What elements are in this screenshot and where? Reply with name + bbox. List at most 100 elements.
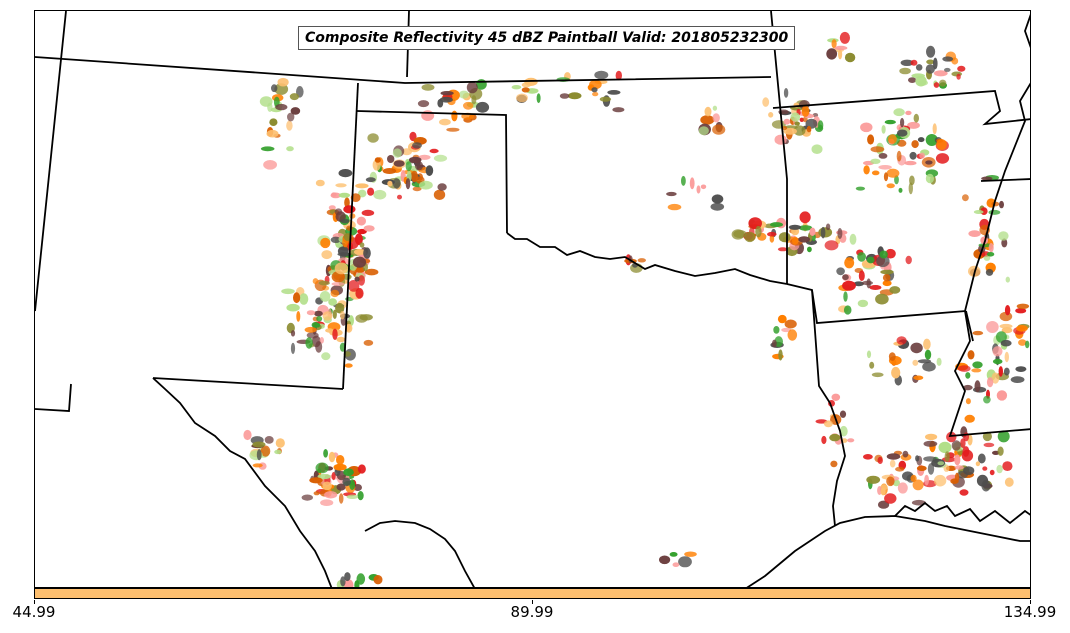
paintball-cell xyxy=(855,186,866,191)
paintball-cell xyxy=(799,117,804,123)
paintball-cell xyxy=(328,298,337,306)
coastline-gulf xyxy=(364,520,475,587)
paintball-cell xyxy=(888,352,896,361)
paintball-cell xyxy=(896,336,907,345)
paintball-cell xyxy=(684,551,697,557)
paintball-cell xyxy=(301,494,313,501)
paintball-cell xyxy=(252,441,266,448)
paintball-cell xyxy=(794,121,800,126)
paintball-cell xyxy=(367,187,375,196)
paintball-cell xyxy=(711,194,724,204)
paintball-cell xyxy=(788,224,802,230)
paintball-cell xyxy=(882,280,892,287)
paintball-cell xyxy=(932,123,937,135)
paintball-cell xyxy=(405,161,412,172)
paintball-cell xyxy=(281,288,295,295)
paintball-cell xyxy=(354,580,360,587)
paintball-cell xyxy=(983,395,991,404)
paintball-cell xyxy=(963,466,975,475)
paintball-cell xyxy=(321,352,331,361)
map-canvas xyxy=(35,11,1030,587)
paintball-cell xyxy=(885,248,896,259)
paintball-cell xyxy=(829,433,841,442)
paintball-cell xyxy=(1016,325,1028,332)
paintball-cell xyxy=(954,454,961,466)
boundary-mo-ar xyxy=(772,90,1030,126)
paintball-cell xyxy=(374,157,381,163)
paintball-cell xyxy=(959,489,969,496)
paintball-cell xyxy=(820,226,826,239)
paintball-cell xyxy=(843,305,852,315)
paintball-cell xyxy=(392,148,402,158)
paintball-cell xyxy=(305,337,313,349)
paintball-cell xyxy=(521,87,530,93)
paintball-cell xyxy=(866,256,875,264)
paintball-cell xyxy=(358,275,365,286)
paintball-cell xyxy=(393,160,405,167)
paintball-cell xyxy=(878,500,890,509)
paintball-cell xyxy=(778,232,791,243)
paintball-cell xyxy=(363,339,374,346)
paintball-cell xyxy=(877,486,882,495)
colorbar-tick-max xyxy=(1030,600,1031,604)
paintball-cell xyxy=(866,475,881,484)
paintball-cell xyxy=(1005,276,1010,283)
paintball-layer xyxy=(243,31,1030,587)
paintball-cell xyxy=(290,107,301,115)
boundary-ok-tx-red-river xyxy=(506,232,788,285)
paintball-cell xyxy=(913,375,924,381)
paintball-cell xyxy=(681,175,686,186)
paintball-cell xyxy=(908,182,913,195)
paintball-cell xyxy=(256,449,262,461)
paintball-cell xyxy=(607,90,621,95)
paintball-cell xyxy=(1004,477,1014,487)
paintball-cell xyxy=(337,252,352,257)
paintball-cell xyxy=(916,465,927,471)
paintball-cell xyxy=(927,463,935,475)
paintball-cell xyxy=(879,250,888,259)
paintball-cell xyxy=(296,311,301,322)
paintball-cell xyxy=(475,101,490,113)
map-frame[interactable]: Composite Reflectivity 45 dBZ Paintball … xyxy=(34,10,1031,588)
paintball-cell xyxy=(696,185,701,194)
paintball-cell xyxy=(328,205,336,211)
paintball-cell xyxy=(956,73,961,80)
boundary-ar-west xyxy=(770,11,788,284)
paintball-cell xyxy=(911,140,919,149)
paintball-cell xyxy=(594,70,609,80)
paintball-cell xyxy=(1001,238,1008,248)
paintball-cell xyxy=(367,133,379,143)
paintball-cell xyxy=(352,256,367,268)
paintball-cell xyxy=(837,228,843,239)
paintball-cell xyxy=(977,453,986,464)
coastline-texas xyxy=(746,515,1030,587)
paintball-cell xyxy=(334,469,341,477)
paintball-cell xyxy=(915,75,927,87)
paintball-cell xyxy=(883,172,889,182)
paintball-cell xyxy=(830,460,838,468)
paintball-cell xyxy=(972,330,984,336)
paintball-cell xyxy=(999,323,1013,329)
paintball-cell xyxy=(886,168,900,178)
colorbar-tick-mid xyxy=(532,600,533,604)
paintball-cell xyxy=(974,380,981,393)
paintball-cell xyxy=(889,459,896,468)
paintball-cell xyxy=(311,322,320,328)
paintball-cell xyxy=(972,361,983,369)
paintball-cell xyxy=(923,456,937,462)
paintball-cell xyxy=(876,255,890,268)
paintball-cell xyxy=(933,70,948,77)
paintball-cell xyxy=(933,474,947,487)
paintball-cell xyxy=(1015,366,1027,372)
paintball-cell xyxy=(293,292,301,304)
paintball-cell xyxy=(338,192,351,198)
paintball-cell xyxy=(387,155,395,163)
paintball-cell xyxy=(866,350,872,359)
paintball-cell xyxy=(773,326,780,334)
paintball-cell xyxy=(332,309,337,319)
paintball-cell xyxy=(900,59,914,66)
paintball-cell xyxy=(825,223,831,231)
paintball-cell xyxy=(902,450,909,458)
paintball-cell xyxy=(787,329,798,341)
paintball-cell xyxy=(637,258,646,263)
